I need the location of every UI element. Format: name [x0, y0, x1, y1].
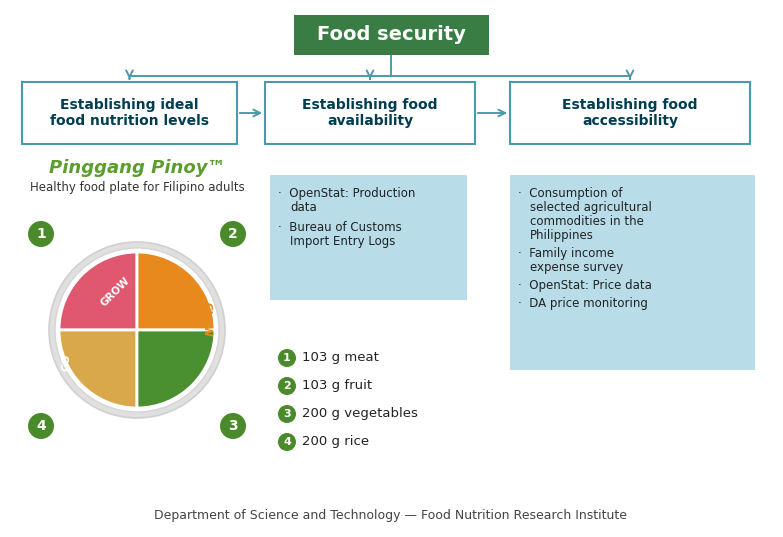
Text: 3: 3 — [283, 409, 290, 419]
Circle shape — [220, 413, 246, 439]
Wedge shape — [137, 252, 215, 330]
Wedge shape — [137, 330, 215, 408]
FancyBboxPatch shape — [22, 82, 237, 144]
Text: ·  OpenStat: Production: · OpenStat: Production — [278, 187, 415, 200]
Text: 103 g fruit: 103 g fruit — [302, 380, 372, 393]
Text: ·  OpenStat: Price data: · OpenStat: Price data — [518, 279, 652, 292]
FancyBboxPatch shape — [265, 82, 475, 144]
Text: GLOW: GLOW — [202, 302, 212, 337]
Text: Establishing food
availability: Establishing food availability — [302, 98, 438, 128]
Text: Food security: Food security — [316, 25, 465, 45]
Text: ·  Bureau of Customs: · Bureau of Customs — [278, 221, 402, 234]
Text: GROW: GROW — [99, 275, 132, 309]
Text: 1: 1 — [283, 353, 290, 363]
Text: data: data — [290, 201, 317, 214]
Text: 2: 2 — [283, 381, 290, 391]
Text: ·  Consumption of: · Consumption of — [518, 187, 622, 200]
Circle shape — [278, 377, 296, 395]
Text: 4: 4 — [283, 437, 291, 447]
Text: commodities in the: commodities in the — [530, 215, 644, 228]
Wedge shape — [59, 330, 137, 408]
Text: 200 g vegetables: 200 g vegetables — [302, 408, 418, 420]
Circle shape — [278, 349, 296, 367]
Text: Establishing food
accessibility: Establishing food accessibility — [562, 98, 698, 128]
Circle shape — [28, 221, 54, 247]
Circle shape — [278, 433, 296, 451]
Text: 2: 2 — [228, 227, 238, 241]
Text: 3: 3 — [228, 419, 238, 433]
Text: Healthy food plate for Filipino adults: Healthy food plate for Filipino adults — [30, 182, 244, 194]
FancyBboxPatch shape — [270, 175, 467, 300]
Text: selected agricultural: selected agricultural — [530, 201, 652, 214]
Circle shape — [28, 413, 54, 439]
FancyBboxPatch shape — [510, 175, 755, 370]
Text: Establishing ideal
food nutrition levels: Establishing ideal food nutrition levels — [50, 98, 209, 128]
FancyBboxPatch shape — [510, 82, 750, 144]
FancyBboxPatch shape — [294, 15, 489, 55]
Text: Philippines: Philippines — [530, 229, 594, 242]
Text: expense survey: expense survey — [530, 261, 623, 274]
Text: ·  DA price monitoring: · DA price monitoring — [518, 297, 648, 310]
Text: 4: 4 — [36, 419, 46, 433]
Circle shape — [49, 242, 225, 418]
Text: 200 g rice: 200 g rice — [302, 436, 369, 448]
Text: 103 g meat: 103 g meat — [302, 352, 379, 365]
Circle shape — [55, 248, 219, 412]
Circle shape — [220, 221, 246, 247]
Circle shape — [278, 405, 296, 423]
Text: Department of Science and Technology — Food Nutrition Research Institute: Department of Science and Technology — F… — [154, 510, 627, 523]
Text: ·  Family income: · Family income — [518, 247, 614, 260]
Text: 1: 1 — [36, 227, 46, 241]
Text: GO: GO — [62, 353, 72, 371]
Text: Import Entry Logs: Import Entry Logs — [290, 235, 395, 248]
Wedge shape — [59, 252, 137, 330]
Text: Pinggang Pinoy™: Pinggang Pinoy™ — [49, 159, 226, 177]
